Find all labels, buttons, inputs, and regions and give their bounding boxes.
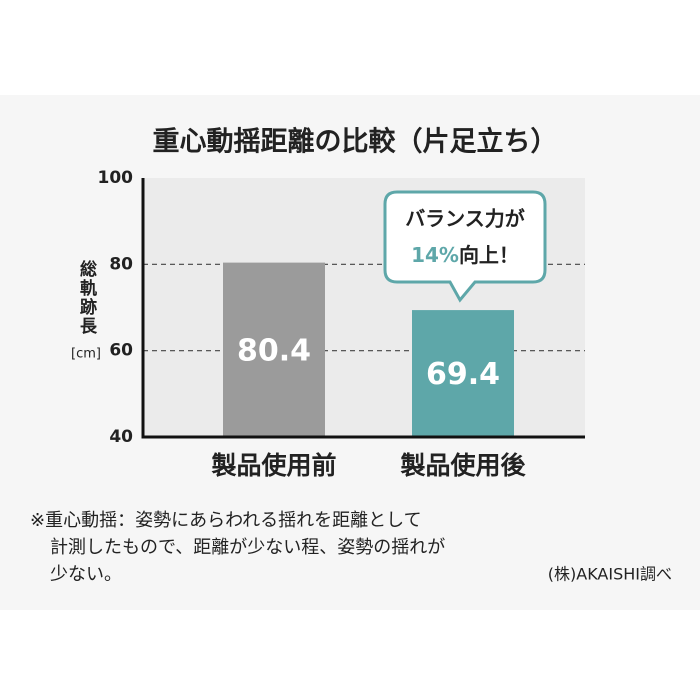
callout-text: 向上！ [459,243,519,267]
y-tick-label: 40 [109,427,133,447]
note: ※重心動揺：姿勢にあらわれる揺れを距離として [30,510,422,531]
callout-bubble [383,190,547,303]
source: (株)AKAISHI調べ [548,565,672,584]
callout-highlight: 14% [411,243,459,267]
note: 計測したもので、距離が少ない程、姿勢の揺れが [50,537,445,558]
x-tick-label: 製品使用前 [210,451,336,480]
chart-title: 重心動揺距離の比較（片足立ち） [153,126,558,158]
callout-line: 14%向上！ [411,243,519,267]
y-axis-label: 総軌跡長 [76,259,97,336]
y-tick-label: 60 [109,341,133,361]
bar [412,310,514,437]
y-tick-label: 80 [109,254,133,274]
value-label: 80.4 [237,333,311,368]
y-tick-label: 100 [98,168,134,188]
bar [223,262,325,437]
callout: バランス力が 14%向上！ [383,190,547,303]
value-label: 69.4 [426,357,500,392]
callout-line: バランス力が [405,207,525,231]
x-tick-label: 製品使用後 [399,451,526,480]
y-axis-unit: [cm] [71,347,101,362]
note: 少ない。 [50,564,122,585]
